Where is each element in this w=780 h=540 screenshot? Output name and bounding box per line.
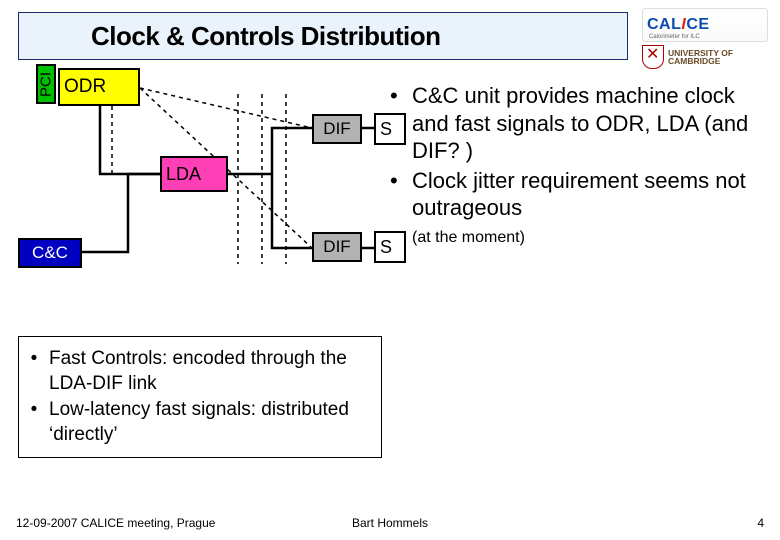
- cambridge-shield-icon: [642, 45, 664, 69]
- footer-center: Bart Hommels: [0, 516, 780, 530]
- main-bullets: • C&C unit provides machine clock and fa…: [390, 82, 770, 248]
- cambridge-line2: CAMBRIDGE: [668, 57, 733, 66]
- dif-block-2: DIF: [312, 232, 362, 262]
- pci-block: PCI: [36, 64, 56, 104]
- bullet-text: Low-latency fast signals: distributed ‘d…: [49, 398, 371, 447]
- slide-title: Clock & Controls Distribution: [91, 21, 441, 52]
- bullet-dot: •: [27, 347, 41, 396]
- bullet-row: • C&C unit provides machine clock and fa…: [390, 82, 770, 165]
- secondary-bullets-box: • Fast Controls: encoded through the LDA…: [18, 336, 382, 458]
- bullet-row: • Clock jitter requirement seems not out…: [390, 167, 770, 222]
- dif-block-1: DIF: [312, 114, 362, 144]
- calice-part3: CE: [686, 16, 709, 33]
- calice-sub: Calorimeter for ILC: [649, 34, 700, 40]
- block-diagram: PCI ODR C&C LDA DIF DIF S S: [0, 64, 408, 298]
- calice-logo: CALICE Calorimeter for ILC: [642, 8, 768, 42]
- footer: 12-09-2007 CALICE meeting, Prague Bart H…: [0, 516, 780, 530]
- bullet-text: Fast Controls: encoded through the LDA-D…: [49, 347, 371, 396]
- cambridge-logo: UNIVERSITY OF CAMBRIDGE: [642, 44, 768, 70]
- bullet-text: Clock jitter requirement seems not outra…: [412, 167, 770, 222]
- bullet-text: C&C unit provides machine clock and fast…: [412, 82, 770, 165]
- bullet-dot: •: [390, 82, 404, 165]
- bullets-note: (at the moment): [412, 228, 770, 248]
- lda-block: LDA: [160, 156, 228, 192]
- bullet-dot: •: [390, 167, 404, 222]
- cc-block: C&C: [18, 238, 82, 268]
- bullet-row: • Low-latency fast signals: distributed …: [27, 398, 371, 447]
- odr-block: ODR: [58, 68, 140, 106]
- logo-area: CALICE Calorimeter for ILC UNIVERSITY OF…: [638, 8, 768, 70]
- calice-part1: CAL: [647, 16, 681, 33]
- bullet-dot: •: [27, 398, 41, 447]
- title-bar: Clock & Controls Distribution: [18, 12, 628, 60]
- bullet-row: • Fast Controls: encoded through the LDA…: [27, 347, 371, 396]
